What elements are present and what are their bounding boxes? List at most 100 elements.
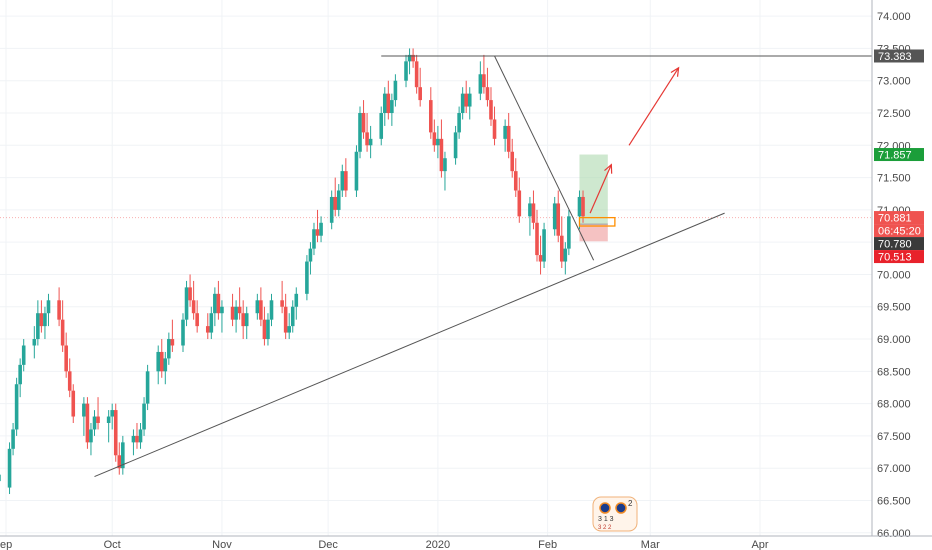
- candle-body: [170, 339, 175, 346]
- y-tick-label: 73.000: [877, 76, 911, 88]
- candle-body: [113, 410, 118, 456]
- candle-body: [503, 125, 507, 139]
- price-tag: [874, 148, 924, 162]
- candle-body: [14, 384, 19, 430]
- candle-body: [205, 326, 210, 333]
- candle-body: [535, 222, 539, 256]
- candle-body: [237, 306, 242, 314]
- candle-body: [0, 474, 1, 482]
- candle-body: [287, 326, 291, 333]
- candle-body: [145, 371, 150, 404]
- candle-body: [39, 313, 44, 327]
- down-trendline[interactable]: [494, 55, 595, 261]
- candle-body: [581, 196, 585, 217]
- x-tick-label: Nov: [212, 539, 232, 550]
- candle-body: [542, 229, 546, 262]
- price-tag-label: 70.780: [878, 239, 912, 251]
- candle-body: [464, 93, 468, 107]
- flag-icon: [615, 502, 627, 514]
- candle-body: [191, 300, 196, 314]
- candle-body: [531, 203, 536, 223]
- candle-body: [294, 293, 299, 307]
- candle-body: [92, 416, 97, 430]
- candle-body: [36, 313, 40, 340]
- projection-arrow[interactable]: [628, 67, 680, 146]
- candle-body: [552, 203, 557, 230]
- stop-zone[interactable]: [579, 224, 608, 242]
- candle-body: [567, 216, 571, 249]
- candle-body: [510, 151, 515, 172]
- candle-body: [46, 300, 51, 314]
- candle-body: [382, 93, 387, 114]
- candle-body: [64, 345, 68, 372]
- candle-body: [432, 132, 437, 146]
- candle-body: [43, 313, 47, 327]
- candle-body: [138, 429, 143, 443]
- candle-body: [312, 229, 316, 249]
- candle-body: [241, 313, 245, 327]
- projection-arrow[interactable]: [589, 164, 612, 214]
- candle-body: [159, 351, 164, 372]
- candle-body: [82, 403, 86, 417]
- candle-body: [71, 390, 76, 417]
- candle-body: [121, 442, 125, 469]
- candle-body: [460, 93, 465, 114]
- y-tick-label: 70.000: [877, 269, 911, 281]
- candle-body: [344, 171, 348, 191]
- candle-body: [358, 113, 362, 152]
- position-tool[interactable]: [579, 154, 608, 242]
- entry-box[interactable]: [578, 216, 616, 227]
- candle-body: [230, 306, 235, 320]
- candle-body: [489, 100, 493, 120]
- candle-body: [135, 435, 139, 443]
- candle-body: [361, 113, 366, 133]
- candle-body: [244, 313, 249, 327]
- y-tick-label: 67.000: [877, 463, 911, 475]
- candle-body: [280, 300, 284, 307]
- drawings[interactable]: [94, 55, 873, 478]
- candle-body: [404, 61, 408, 81]
- price-tag: [874, 250, 924, 264]
- candle-body: [436, 138, 440, 146]
- support-trendline[interactable]: [94, 212, 725, 478]
- candle-body: [184, 287, 189, 320]
- candle-body: [492, 119, 497, 139]
- candle-body: [290, 306, 295, 327]
- candle-body: [188, 287, 192, 301]
- candle-body: [216, 293, 221, 314]
- candle-body: [528, 203, 532, 217]
- price-tag: [874, 237, 924, 251]
- y-tick-label: 67.500: [877, 431, 911, 443]
- badge-bottom-label: 3 2 2: [598, 525, 612, 531]
- candle-body: [21, 345, 26, 365]
- candle-body: [11, 429, 15, 449]
- candle-body: [467, 93, 472, 107]
- candle-body: [563, 248, 568, 262]
- y-tick-label: 68.500: [877, 366, 911, 378]
- candle-body: [60, 319, 65, 346]
- candle-body: [262, 319, 267, 340]
- candle-body: [556, 203, 561, 236]
- events-badge[interactable]: 2 3 1 3 3 2 2: [592, 496, 638, 532]
- candle-body: [32, 339, 37, 346]
- candle-body: [259, 300, 263, 320]
- candle-body: [478, 74, 483, 94]
- candle-body: [315, 229, 320, 236]
- candle-body: [18, 364, 22, 385]
- y-tick-label: 66.000: [877, 528, 911, 540]
- candle-body: [255, 300, 260, 314]
- y-tick-label: 74.000: [877, 11, 911, 23]
- candle-body: [319, 222, 323, 236]
- candle-body: [390, 100, 394, 114]
- y-tick-label: 72.500: [877, 108, 911, 120]
- candle-body: [538, 255, 543, 262]
- candle-body: [517, 190, 522, 217]
- y-tick-label: 68.000: [877, 399, 911, 411]
- candle-body: [485, 87, 490, 101]
- price-tag-label: 70.513: [878, 252, 912, 264]
- candle-body: [336, 190, 341, 210]
- candle-body: [117, 455, 122, 469]
